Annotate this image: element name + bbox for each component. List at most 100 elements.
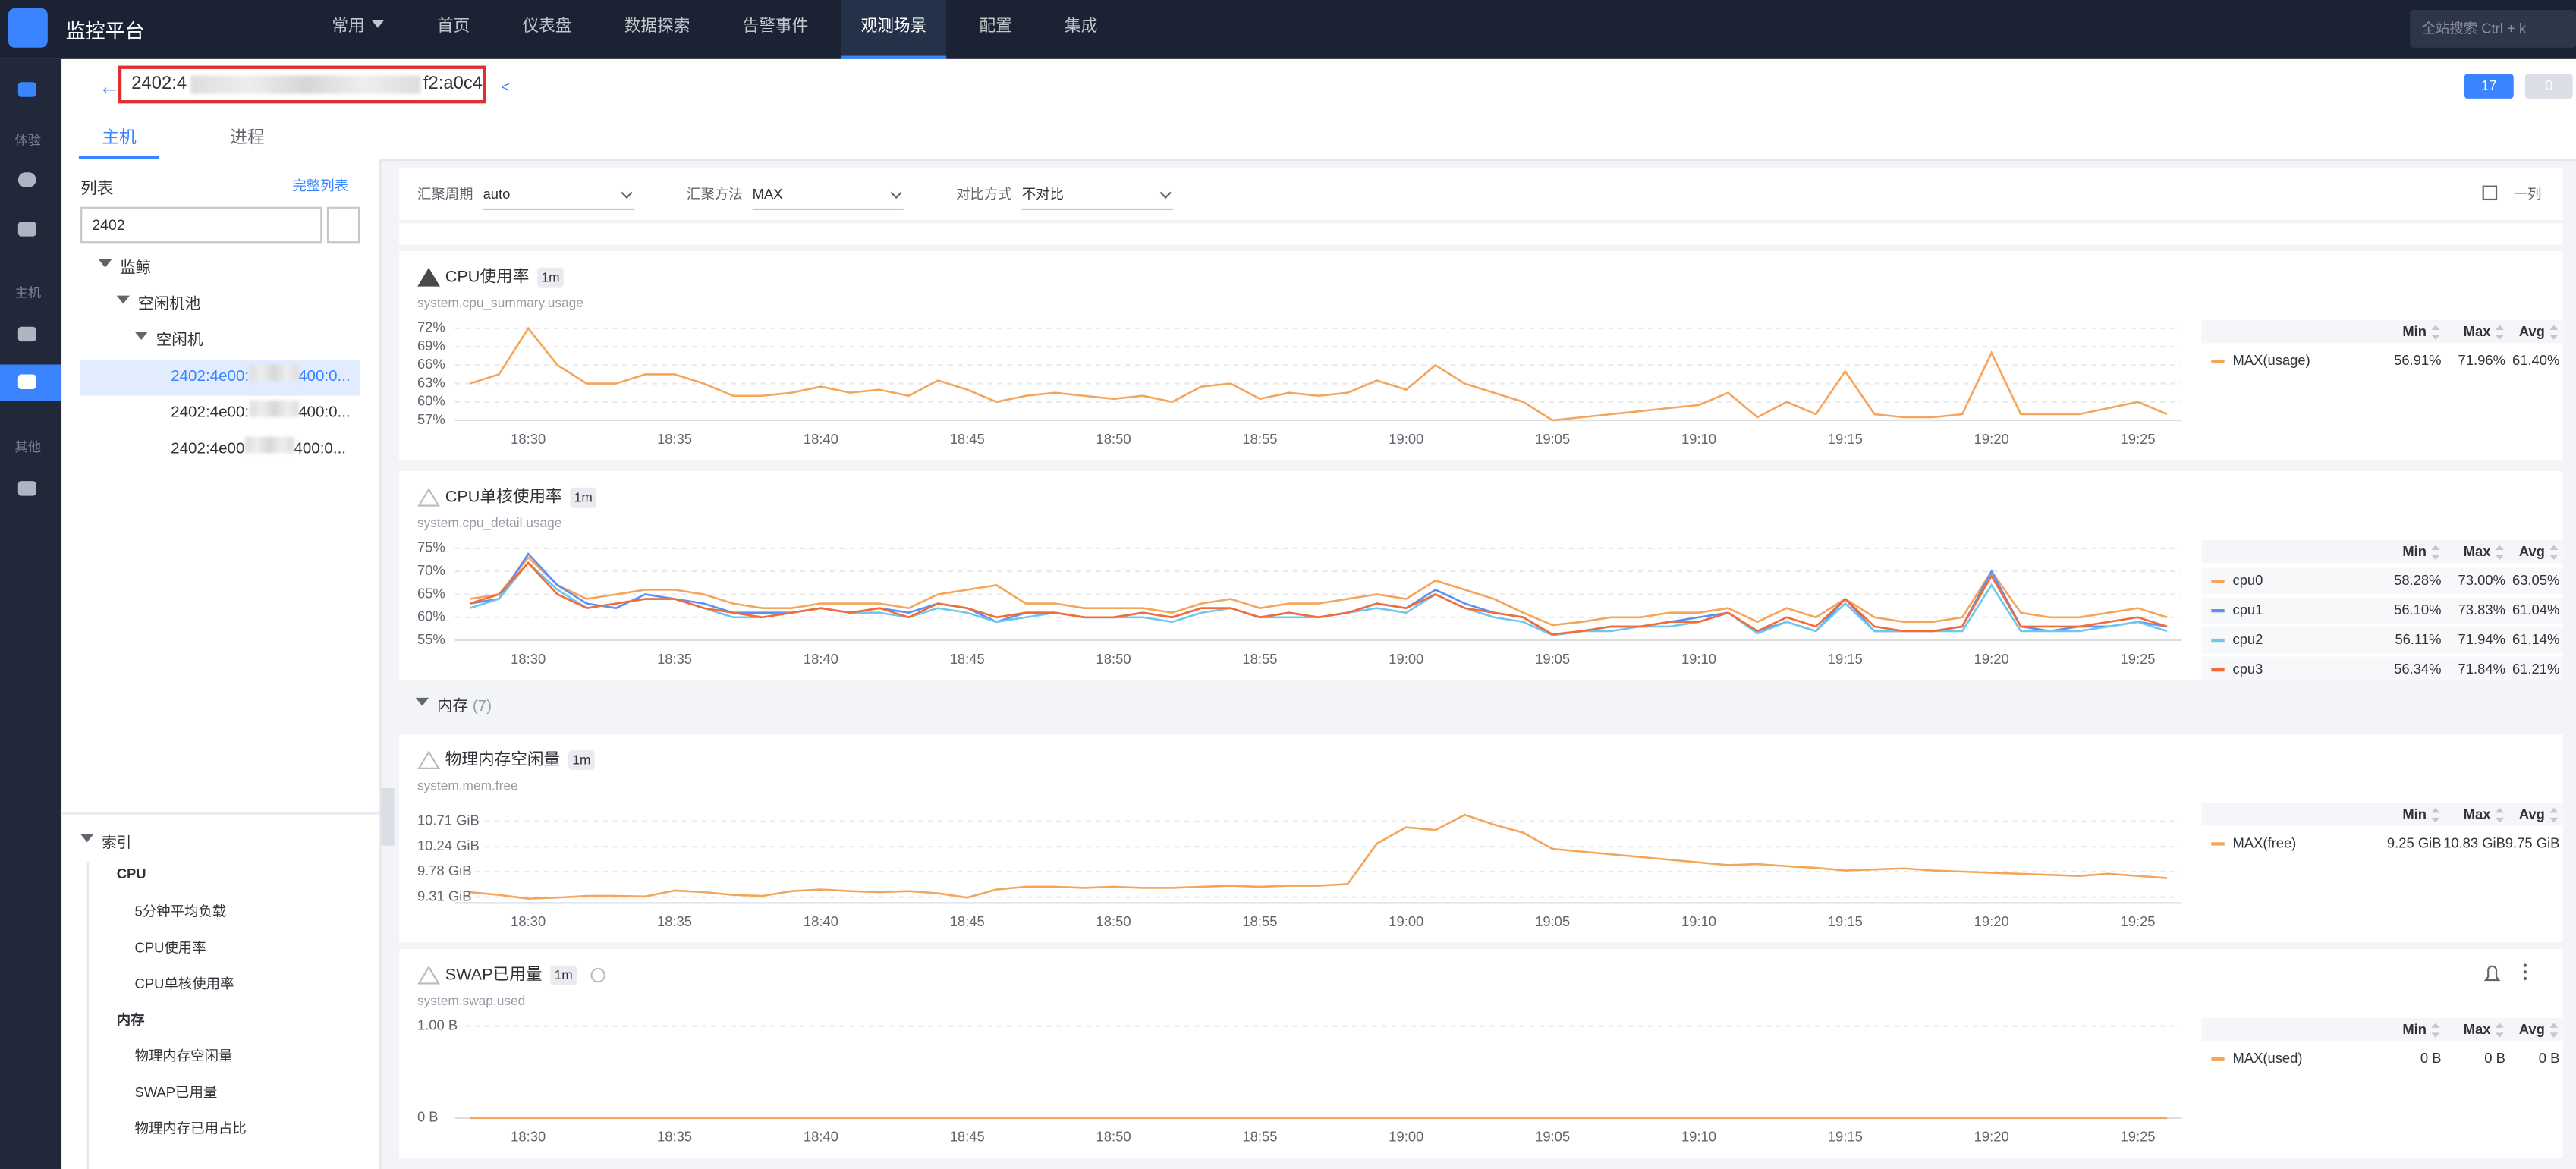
- tree-row[interactable]: 监鲸: [80, 251, 360, 288]
- nav-icon[interactable]: [17, 326, 36, 342]
- nav-item[interactable]: 仪表盘: [522, 17, 572, 36]
- more-icon[interactable]: [2523, 970, 2527, 974]
- index-item[interactable]: 5分钟平均负载: [134, 903, 227, 920]
- legend-name[interactable]: cpu3: [2233, 661, 2263, 677]
- period-select[interactable]: auto: [483, 181, 634, 211]
- index-item[interactable]: 物理内存空闲量: [134, 1047, 233, 1064]
- legend-row-bg: [2201, 831, 2563, 857]
- index-heading[interactable]: CPU: [116, 865, 146, 882]
- bell-icon[interactable]: [2483, 965, 2501, 982]
- refresh-button[interactable]: [326, 206, 360, 244]
- global-search[interactable]: 全站搜索 Ctrl + k: [2410, 9, 2576, 48]
- collapse-handle[interactable]: [381, 787, 395, 846]
- sort-icon[interactable]: [2549, 325, 2559, 341]
- nav-item[interactable]: 数据探索: [624, 17, 690, 36]
- nav-icon[interactable]: [17, 481, 36, 496]
- caret: [134, 332, 148, 346]
- share-icon[interactable]: <: [501, 78, 510, 96]
- section-header[interactable]: 内存 (7): [399, 690, 2563, 726]
- legend-column[interactable]: Avg: [2519, 806, 2545, 822]
- index-heading[interactable]: 内存: [116, 1011, 145, 1028]
- x-tick-label: 18:50: [1096, 651, 1131, 667]
- sort-icon[interactable]: [2431, 1023, 2440, 1038]
- alert-badge[interactable]: 0: [2524, 74, 2573, 99]
- index-item[interactable]: CPU单核使用率: [134, 975, 234, 992]
- tree-row[interactable]: 空闲机池: [80, 288, 360, 324]
- x-tick-label: 19:20: [1974, 1129, 2009, 1145]
- interval-badge: [537, 267, 564, 288]
- legend-column[interactable]: Max: [2464, 543, 2492, 559]
- legend-column[interactable]: Min: [2402, 1021, 2427, 1037]
- nav-icon[interactable]: [17, 82, 36, 97]
- more-icon[interactable]: [2523, 976, 2527, 981]
- layout-toggle[interactable]: 一列: [2513, 185, 2542, 203]
- nav-icon[interactable]: [17, 172, 36, 187]
- y-tick-label: 10.71 GiB: [417, 812, 480, 828]
- legend-column[interactable]: Max: [2464, 806, 2492, 822]
- index-item[interactable]: SWAP已用量: [134, 1083, 218, 1101]
- legend-name[interactable]: MAX(free): [2233, 834, 2297, 850]
- caret: [98, 259, 112, 274]
- nav-item[interactable]: 告警事件: [742, 17, 809, 36]
- chart: SWAP已用量 1m system.swap.used 0 B 1.00 B 18:30 1…: [417, 963, 2563, 1145]
- full-list-link[interactable]: 完整列表: [292, 177, 349, 194]
- sort-icon[interactable]: [2495, 1023, 2504, 1038]
- legend-name[interactable]: cpu0: [2233, 572, 2263, 588]
- x-tick-label: 19:25: [2121, 651, 2156, 667]
- legend-column[interactable]: Min: [2402, 806, 2427, 822]
- sort-icon[interactable]: [2431, 807, 2440, 823]
- legend-column[interactable]: Avg: [2519, 543, 2545, 559]
- legend-column[interactable]: Max: [2464, 1021, 2492, 1037]
- index-item[interactable]: 物理内存已用占比: [134, 1120, 247, 1136]
- chart-title: CPU单核使用率: [445, 487, 562, 506]
- legend-name[interactable]: MAX(used): [2233, 1050, 2303, 1066]
- nav-item[interactable]: 常用: [312, 0, 404, 59]
- nav-item[interactable]: 集成: [1065, 17, 1098, 36]
- tree-row[interactable]: 2402:4e00: 400:0...: [80, 396, 360, 432]
- compare-select[interactable]: 不对比: [1021, 181, 1173, 211]
- legend-name[interactable]: cpu1: [2233, 602, 2263, 617]
- x-tick-label: 18:40: [804, 1129, 838, 1145]
- tree-row[interactable]: 空闲机: [80, 323, 360, 360]
- nav-item[interactable]: 配置: [979, 17, 1012, 36]
- x-tick-label: 19:05: [1535, 651, 1570, 667]
- method-select[interactable]: MAX: [752, 181, 904, 211]
- x-tick-label: 18:40: [804, 431, 838, 447]
- nav-icon[interactable]: [17, 222, 36, 237]
- interval-badge: [568, 750, 595, 771]
- sort-icon[interactable]: [2549, 1023, 2559, 1038]
- sort-icon[interactable]: [2495, 807, 2504, 823]
- more-icon[interactable]: [2523, 963, 2527, 967]
- sort-icon[interactable]: [2431, 545, 2440, 561]
- search-input[interactable]: 2402: [80, 206, 322, 244]
- sort-icon[interactable]: [2431, 325, 2440, 341]
- tree-row[interactable]: 2402:4e00 400:0...: [80, 432, 360, 468]
- legend-column[interactable]: Avg: [2519, 1021, 2545, 1037]
- legend-column[interactable]: Avg: [2519, 323, 2545, 339]
- tree-row[interactable]: 2402:4e00: 400:0...: [80, 359, 360, 396]
- sort-icon[interactable]: [2549, 545, 2559, 561]
- index-item[interactable]: CPU使用率: [134, 938, 206, 956]
- nav-group: 体验: [14, 133, 42, 148]
- legend-stat: 0 B: [2539, 1050, 2560, 1066]
- strategy-badge[interactable]: 17: [2464, 74, 2514, 99]
- sort-icon[interactable]: [2495, 325, 2504, 341]
- legend-column[interactable]: Min: [2402, 543, 2427, 559]
- nav-item[interactable]: 首页: [436, 17, 470, 36]
- back-arrow[interactable]: ←: [98, 74, 121, 99]
- legend-column[interactable]: Max: [2464, 323, 2492, 339]
- logo[interactable]: [8, 8, 48, 48]
- tab[interactable]: 主机: [78, 121, 160, 159]
- nav-active[interactable]: [0, 364, 61, 401]
- y-tick-label: 63%: [417, 374, 445, 390]
- nav-item[interactable]: 观测场景: [841, 0, 947, 59]
- legend-column[interactable]: Min: [2402, 323, 2427, 339]
- sort-icon[interactable]: [2549, 807, 2559, 823]
- redaction: [244, 436, 294, 454]
- layout-icon[interactable]: [2482, 185, 2498, 201]
- legend-name[interactable]: cpu2: [2233, 631, 2263, 647]
- legend-name[interactable]: MAX(usage): [2233, 352, 2310, 368]
- sort-icon[interactable]: [2495, 545, 2504, 561]
- tab[interactable]: 进程: [230, 127, 265, 148]
